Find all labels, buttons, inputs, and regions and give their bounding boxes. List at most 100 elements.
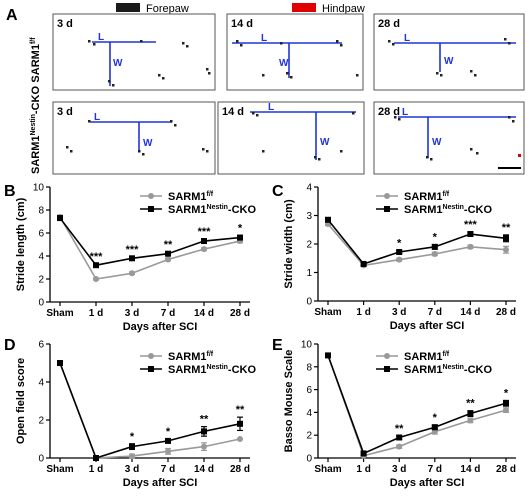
- y-tick-label: 2: [306, 431, 312, 442]
- x-tick-label: 28 d: [230, 308, 250, 319]
- x-tick-label: 28 d: [496, 307, 516, 318]
- series-line-cko: [327, 355, 507, 455]
- panel-letter-d: D: [4, 337, 16, 354]
- paw-print-dot: [236, 40, 239, 43]
- significance-marker: *: [397, 238, 402, 250]
- width-mark: W: [444, 56, 454, 67]
- paw-print-dot: [340, 150, 343, 153]
- length-mark: L: [261, 33, 267, 44]
- forepaw-legend-label: Forepaw: [146, 3, 189, 15]
- paw-print-dot: [174, 124, 177, 127]
- legend-marker-cko: [384, 206, 390, 212]
- footprint-cell: 3 d L W: [52, 13, 216, 91]
- length-mark: L: [402, 107, 408, 118]
- data-point-cko: [237, 420, 243, 427]
- paw-print-dot: [240, 44, 243, 47]
- y-tick-label: 4: [306, 408, 312, 419]
- x-tick-label: 14 d: [460, 464, 480, 475]
- paw-print-dot: [470, 148, 473, 151]
- data-point-cko: [57, 215, 63, 222]
- paw-print-dot: [336, 40, 339, 43]
- length-mark: L: [404, 33, 410, 44]
- x-tick-label: 7 d: [428, 307, 442, 318]
- series-line-cko: [59, 217, 241, 267]
- y-tick-label: 0: [38, 454, 44, 465]
- row-label-ff: SARM1f/f: [30, 37, 42, 83]
- legend-label-ff: SARM1f/f: [404, 191, 450, 203]
- day-label: 28 d: [378, 18, 400, 30]
- data-point-cko: [165, 437, 171, 444]
- data-point-ff: [165, 256, 171, 263]
- y-tick-label: 0: [38, 298, 44, 309]
- hindpaw-legend-label: Hindpaw: [322, 3, 365, 15]
- x-tick-label: 7 d: [161, 464, 175, 475]
- paw-print-dot: [182, 42, 185, 45]
- data-point-cko: [431, 424, 438, 431]
- paw-print-dot: [66, 146, 69, 149]
- paw-print-dot: [430, 158, 433, 161]
- y-tick-label: 0: [306, 297, 312, 308]
- x-axis-label: Days after SCI: [123, 321, 198, 333]
- y-tick-label: 6: [38, 229, 44, 240]
- paw-print-dot: [470, 70, 473, 73]
- paw-print-dot: [206, 150, 209, 153]
- paw-print-dot: [88, 120, 91, 123]
- significance-marker: ***: [464, 219, 478, 231]
- panel-letter-c: C: [272, 183, 284, 200]
- width-mark: W: [320, 137, 330, 148]
- paw-print-dot: [93, 43, 96, 46]
- paw-print-dot: [518, 154, 521, 157]
- significance-marker: *: [238, 222, 243, 234]
- data-point-ff: [93, 276, 99, 282]
- x-tick-label: 3 d: [125, 464, 139, 475]
- paw-print-dot: [158, 74, 161, 77]
- x-axis-label: Days after SCI: [390, 477, 465, 489]
- legend-label-cko: SARM1Nestin-CKO: [168, 364, 256, 376]
- y-tick-label: 4: [38, 378, 44, 389]
- x-tick-label: Sham: [46, 308, 73, 319]
- data-point-cko: [201, 238, 207, 245]
- data-point-cko: [129, 443, 135, 450]
- paw-print-dot: [352, 112, 355, 115]
- paw-print-dot: [426, 156, 429, 159]
- legend-label-ff: SARM1f/f: [168, 191, 214, 203]
- panel-letter-b: B: [4, 183, 16, 200]
- data-point-cko: [57, 360, 63, 366]
- x-tick-label: 3 d: [125, 308, 139, 319]
- x-tick-label: 1 d: [89, 464, 103, 475]
- significance-marker: ***: [90, 251, 104, 263]
- significance-marker: **: [236, 404, 245, 416]
- x-tick-label: 3 d: [392, 464, 406, 475]
- legend-marker-cko: [384, 366, 390, 372]
- paw-print-dot: [340, 44, 343, 47]
- y-tick-label: 6: [38, 340, 44, 351]
- length-mark: L: [94, 112, 100, 123]
- data-point-cko: [325, 352, 331, 359]
- data-point-cko: [467, 410, 474, 417]
- paw-print-dot: [252, 112, 255, 115]
- data-point-cko: [396, 248, 403, 255]
- paw-print-dot: [504, 38, 507, 41]
- data-point-cko: [165, 250, 171, 257]
- significance-marker: **: [502, 222, 511, 234]
- chart-basso-mouse-scale: 0 2 4 6 8 10 Sham 1 d 3 d 7 d 14 d 28 d Days after S…: [283, 340, 516, 490]
- data-point-ff: [503, 407, 509, 414]
- hindpaw-legend-swatch: [292, 3, 316, 12]
- y-tick-label: 2: [38, 275, 44, 286]
- data-point-cko: [360, 260, 367, 267]
- paw-print-dot: [208, 72, 211, 75]
- row-label-cko: SARM1Nestin-CKO: [30, 86, 42, 174]
- series-line-cko: [59, 362, 241, 459]
- significance-marker: **: [466, 398, 475, 410]
- paw-print-dot: [262, 150, 265, 153]
- length-mark: L: [98, 32, 104, 43]
- day-label: 3 d: [57, 106, 73, 118]
- paw-print-dot: [508, 116, 511, 119]
- data-point-cko: [360, 450, 367, 457]
- y-axis-label: Stride width (cm): [283, 199, 295, 289]
- data-point-ff: [503, 246, 509, 253]
- x-axis-label: Days after SCI: [390, 320, 465, 332]
- paw-print-dot: [318, 158, 321, 161]
- y-tick-label: 0: [306, 454, 312, 465]
